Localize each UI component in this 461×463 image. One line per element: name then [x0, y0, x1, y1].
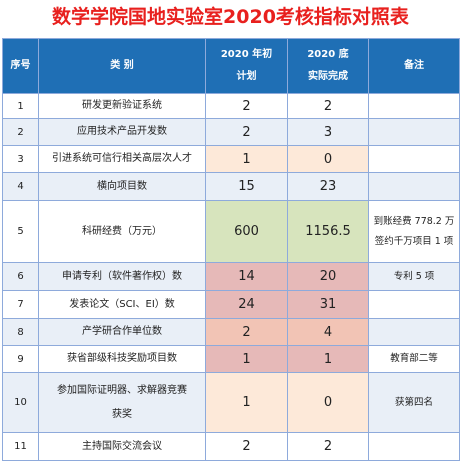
table-row: 2 应用技术产品开发数 2 3 [2, 118, 460, 146]
table-cell: 7 [2, 290, 39, 319]
table-cell: 教育部二等 [368, 345, 460, 373]
table-row: 8 产学研合作单位数 2 4 [2, 318, 460, 346]
table-cell: 科研经费（万元） [38, 200, 206, 263]
table-cell: 专利 5 项 [368, 262, 460, 291]
title: 数学学院国地实验室2020考核指标对照表 [52, 6, 409, 28]
cell-line: 签约千万项目 1 项 [374, 235, 454, 247]
table-cell: 6 [2, 262, 39, 291]
table-cell [368, 93, 460, 119]
table-cell: 4 [287, 318, 369, 346]
table-cell: 2 [205, 118, 288, 146]
cell-line: 到账经费 778.2 万 [373, 215, 455, 227]
table-cell: 1 [205, 145, 288, 173]
table-row: 5 科研经费（万元） 600 1156.5 到账经费 778.2 万签约千万项目 1 项 [2, 200, 460, 263]
table-cell: 8 [2, 318, 39, 346]
cell-line: 2020 年初 [220, 49, 273, 60]
header-row: 序号类 别 2020 年初 计划 2020 底实际完成 备注 [2, 38, 460, 94]
table-cell: 1 [287, 345, 369, 373]
table-cell: 0 [287, 145, 369, 173]
table-cell: 23 [287, 172, 369, 201]
table: 序号类 别 2020 年初 计划 2020 底实际完成 备注 1 研发更新验证系统 2 2 2 应… [2, 38, 460, 461]
table-cell: 引进系统可信行相关高层次人才 [38, 145, 206, 173]
table-cell: 5 [2, 200, 39, 263]
table-cell: 9 [2, 345, 39, 373]
table-cell: 2 [205, 318, 288, 346]
table-cell: 3 [287, 118, 369, 146]
table-cell: 1 [205, 372, 288, 433]
table-cell: 600 [205, 200, 288, 263]
table-cell: 1 [205, 345, 288, 373]
cell-line: 计划 [236, 71, 257, 82]
header-cell: 备注 [368, 38, 460, 94]
cell-line: 实际完成 [308, 71, 348, 82]
table-cell [368, 172, 460, 201]
table-cell: 15 [205, 172, 288, 201]
table-row: 6 申请专利（软件著作权）数 14 20 专利 5 项 [2, 262, 460, 291]
table-cell: 11 [2, 432, 39, 461]
table-cell [368, 318, 460, 346]
table-cell [368, 118, 460, 146]
table-row: 4 横向项目数 15 23 [2, 172, 460, 201]
table-cell: 2 [205, 93, 288, 119]
table-row: 7 发表论文（SCI、EI）数 24 31 [2, 290, 460, 319]
table-cell [368, 145, 460, 173]
table-cell: 20 [287, 262, 369, 291]
header-cell: 类 别 [38, 38, 206, 94]
table-cell: 2 [2, 118, 39, 146]
cell-line: 2020 底 [307, 49, 349, 60]
table-cell: 产学研合作单位数 [38, 318, 206, 346]
table-row: 11 主持国际交流会议 2 2 [2, 432, 460, 461]
table-cell: 2 [287, 93, 369, 119]
table-cell: 获第四名 [368, 372, 460, 433]
table-cell: 10 [2, 372, 39, 433]
table-cell: 1156.5 [287, 200, 369, 263]
table-cell [368, 432, 460, 461]
table-cell: 24 [205, 290, 288, 319]
table-cell: 获省部级科技奖励项目数 [38, 345, 206, 373]
table-row: 3 引进系统可信行相关高层次人才 1 0 [2, 145, 460, 173]
table-row: 9 获省部级科技奖励项目数 1 1 教育部二等 [2, 345, 460, 373]
table-cell: 应用技术产品开发数 [38, 118, 206, 146]
table-cell: 参加国际证明器、求解器竞赛 获奖 [38, 372, 206, 433]
table-row: 10 参加国际证明器、求解器竞赛 获奖 1 0 获第四名 [2, 372, 460, 433]
header-cell: 2020 年初 计划 [205, 38, 288, 94]
table-cell: 4 [2, 172, 39, 201]
table-cell: 1 [2, 93, 39, 119]
table-cell: 横向项目数 [38, 172, 206, 201]
table-cell [368, 290, 460, 319]
table-cell: 主持国际交流会议 [38, 432, 206, 461]
table-cell: 0 [287, 372, 369, 433]
table-cell: 到账经费 778.2 万签约千万项目 1 项 [368, 200, 460, 263]
table-cell: 研发更新验证系统 [38, 93, 206, 119]
cell-line: 参加国际证明器、求解器竞赛 [57, 384, 187, 396]
table-cell: 14 [205, 262, 288, 291]
table-cell: 3 [2, 145, 39, 173]
header-cell: 2020 底实际完成 [287, 38, 369, 94]
table-cell: 发表论文（SCI、EI）数 [38, 290, 206, 319]
table-cell: 2 [205, 432, 288, 461]
table-row: 1 研发更新验证系统 2 2 [2, 93, 460, 119]
table-cell: 31 [287, 290, 369, 319]
table-cell: 2 [287, 432, 369, 461]
table-cell: 申请专利（软件著作权）数 [38, 262, 206, 291]
header-cell: 序号 [2, 38, 39, 94]
cell-line: 获奖 [112, 408, 132, 420]
